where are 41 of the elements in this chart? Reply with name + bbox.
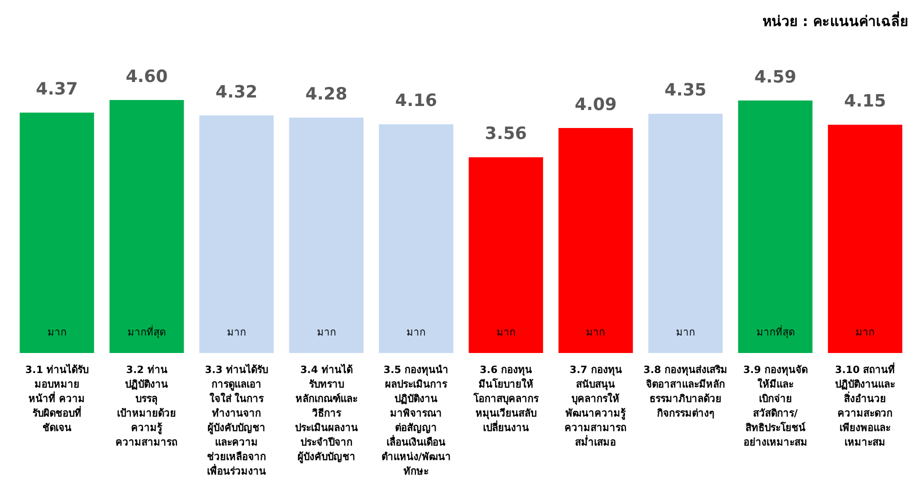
text: หน่วย : คะแนนค่าเฉลี่ย [762, 10, 908, 32]
annotation: มาก [406, 328, 426, 339]
data-label: 4.37 [36, 80, 78, 100]
annotation: มาก [856, 328, 875, 339]
x-tick-label: 3.2 ท่าน ปฏิบัติงาน บรรลุ เป้าหมายด้วย ความรู้ ความสามารถ [116, 364, 178, 448]
x-tick-label: 3.7 กองทุน สนับสนุน บุคลากรให้ พัฒนาความรู้ ความสามารถ สม่ำเสมอ [564, 364, 627, 448]
annotation: มาก [496, 328, 516, 339]
annotation: มาก [47, 328, 66, 339]
bar [20, 112, 94, 353]
data-label: 4.59 [754, 67, 796, 88]
bar [648, 114, 723, 353]
data-label: 3.56 [484, 124, 527, 144]
annotation: มาก [586, 328, 606, 339]
data-label: 4.15 [844, 92, 886, 112]
bar [738, 100, 812, 353]
x-tick-label: 3.4 ท่านได้ รับทราบ หลักเกณฑ์และ วิธีการ ประเมินผลงาน ประจำปีจาก ผู้บังคับบัญชา [294, 362, 358, 464]
x-tick-label: 3.5 กองทุนนำ ผลประเมินการ ปฏิบัติงาน มาพิจารณา ต่อสัญญา เลื่อนเงินเดือน ตำแหน่ง/พัฒนา ทักษะ [381, 364, 451, 478]
bar [378, 124, 454, 353]
annotation: มากที่สุด [128, 324, 166, 339]
bar [468, 157, 544, 353]
data-label: 4.35 [664, 80, 706, 101]
x-tick-label: 3.1 ท่านได้รับ มอบหมาย หน้าที่ ความ รับผิดชอบที่ ชัดเจน [25, 362, 88, 434]
annotation: มาก [676, 328, 695, 339]
data-label: 4.09 [574, 94, 617, 115]
annotation: มาก [227, 328, 246, 339]
x-tick-label: 3.3 ท่านได้รับ การดูแลเอา ใจใส่ ในการ ทำงานจาก ผู้บังคับบัญชา และความ ช่วยเหลือจาก เพื่อนร่วมงาน [204, 362, 268, 478]
data-label: 4.16 [395, 91, 438, 112]
annotation: มากที่สุด [756, 324, 794, 339]
data-label: 4.32 [216, 82, 258, 102]
x-tick-label: 3.9 กองทุนจัด ให้มีและ เบิกจ่าย สวัสดิการ/ สิทธิประโยชน์ อย่างเหมาะสม [743, 364, 808, 448]
annotation: มาก [316, 328, 336, 339]
bar [199, 115, 274, 353]
bar [558, 128, 633, 353]
bar [289, 118, 364, 353]
x-tick-label: 3.6 กองทุน มีนโยบายให้ โอกาสบุคลากร หมุนเวียนสลับ เปลี่ยนงาน [472, 364, 540, 434]
x-tick-label: 3.8 กองทุนส่งเสริม จิตอาสาและมีหลัก ธรรมาภิบาลด้วย กิจกรรมต่างๆ [643, 364, 728, 420]
x-tick-label: 3.10 สถานที่ ปฏิบัติงานและ สิ่งอำนวย ความสะดวก เพียงพอและ เหมาะสม [835, 362, 896, 448]
data-label: 4.60 [126, 66, 168, 87]
bar [110, 100, 184, 353]
bar [828, 124, 902, 353]
data-label: 4.28 [305, 84, 348, 105]
